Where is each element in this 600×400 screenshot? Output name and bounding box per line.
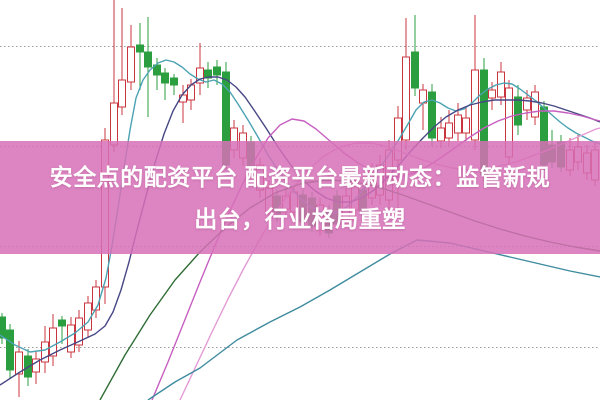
candle-up: [110, 102, 118, 146]
banner-headline-line1: 安全点的配资平台 配资平台最新动态：监管新规: [49, 163, 551, 190]
candle-up: [488, 89, 496, 99]
candle-up: [92, 286, 100, 311]
candle-up: [531, 91, 539, 118]
candle-up: [49, 327, 57, 357]
candle-up: [445, 122, 453, 139]
candle-down: [204, 69, 212, 79]
candle-up: [196, 67, 204, 84]
candle-up: [32, 358, 40, 373]
candle-up: [523, 97, 531, 111]
banner-headline-line2: 出台，行业格局重塑: [194, 205, 406, 232]
candle-down: [136, 44, 144, 53]
candle-down: [153, 64, 161, 76]
candle-down: [161, 72, 169, 84]
candle-up: [15, 351, 23, 375]
candle-up: [67, 324, 75, 353]
candle-down: [411, 51, 419, 89]
candle-up: [41, 341, 49, 363]
candle-down: [170, 77, 178, 86]
candle-down: [213, 66, 221, 76]
candle-down: [428, 91, 436, 139]
candle-down: [144, 51, 152, 68]
news-banner: 安全点的配资平台 配资平台最新动态：监管新规 出台，行业格局重塑: [0, 141, 600, 254]
candle-up: [75, 317, 83, 346]
candle-down: [6, 329, 14, 371]
candle-up: [462, 117, 470, 134]
candle-up: [402, 56, 410, 141]
candle-up: [454, 114, 462, 134]
candle-down: [58, 319, 66, 327]
ma-line-ma-steel-blue: [147, 239, 600, 400]
candle-up: [437, 127, 445, 142]
candle-down: [514, 96, 522, 126]
candle-up: [118, 79, 126, 108]
candle-down: [0, 316, 6, 339]
candle-up: [127, 46, 135, 83]
